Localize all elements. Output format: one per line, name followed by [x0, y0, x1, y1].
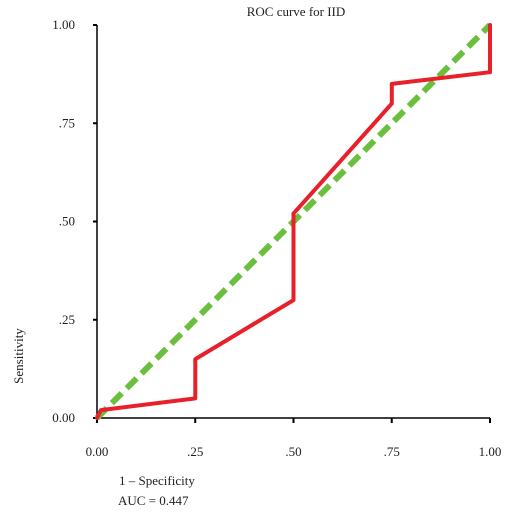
y-tick-label: .50	[59, 214, 75, 229]
x-tick-label: .75	[384, 444, 400, 459]
x-tick-label: .25	[187, 444, 203, 459]
x-axis-title: 1 – Specificity	[119, 473, 195, 488]
y-tick-label: .75	[59, 115, 75, 130]
roc-curve-line	[95, 23, 492, 420]
y-tick-label: .25	[59, 312, 75, 327]
y-tick-label: 0.00	[52, 410, 75, 425]
chart-title: ROC curve for IID	[247, 4, 346, 19]
x-tick-label: 0.00	[86, 444, 109, 459]
y-tick-label: 1.00	[52, 17, 75, 32]
ticks: 0.00 .25 .50 .75 1.00 0.00 .25 .50 .75 1.00	[52, 17, 501, 459]
auc-annotation: AUC = 0.447	[118, 493, 189, 508]
x-tick-label: .50	[285, 444, 301, 459]
x-tick-label: 1.00	[479, 444, 502, 459]
y-axis-title: Sensitivity	[11, 328, 26, 384]
series-layer	[94, 22, 493, 421]
